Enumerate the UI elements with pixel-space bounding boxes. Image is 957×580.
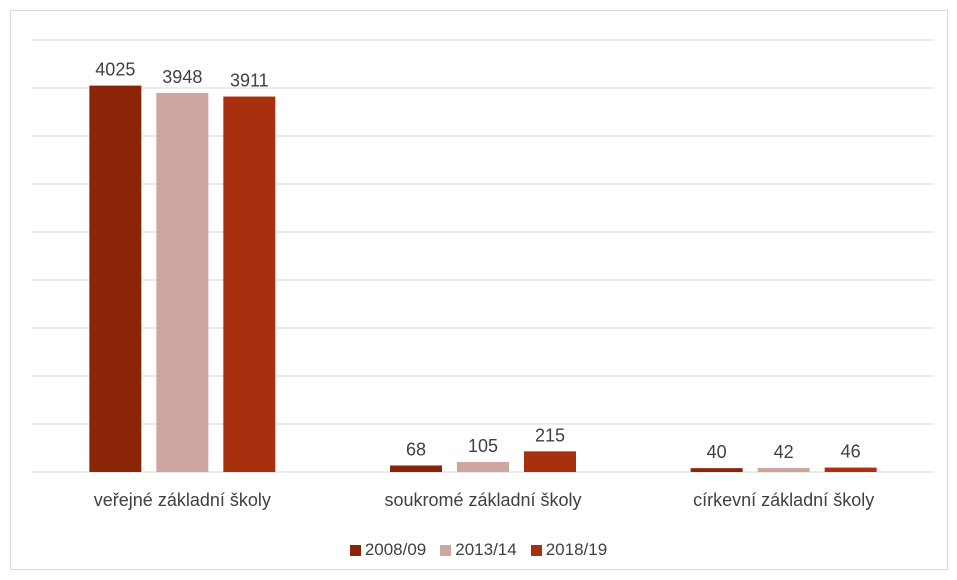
category-label: soukromé základní školy [384, 490, 581, 510]
bar [524, 451, 576, 472]
data-label: 4025 [95, 60, 135, 80]
legend-item-2008-09: 2008/09 [349, 540, 427, 560]
legend-label-2008-09: 2008/09 [364, 540, 427, 559]
data-label: 46 [841, 442, 861, 462]
data-label: 68 [406, 439, 426, 459]
bar [223, 96, 276, 472]
bar [89, 85, 142, 472]
data-label: 40 [707, 442, 727, 462]
bar [757, 467, 810, 472]
data-label: 215 [535, 425, 565, 445]
legend-swatch-2013-14 [440, 544, 452, 556]
legend-item-2018-19: 2018/19 [530, 540, 608, 560]
legend-item-2013-14: 2013/14 [440, 540, 517, 560]
legend-label-2018-19: 2018/19 [545, 540, 608, 559]
category-label: církevní základní školy [693, 490, 874, 510]
bar [390, 465, 442, 472]
data-label: 3948 [162, 67, 202, 87]
legend-swatch-2008-09 [349, 544, 361, 556]
data-label: 42 [774, 442, 794, 462]
legend-swatch-2018-19 [530, 544, 542, 556]
bar [156, 92, 209, 472]
bar [824, 467, 877, 472]
legend-label-2013-14: 2013/14 [455, 540, 517, 559]
category-label: veřejné základní školy [94, 490, 271, 510]
legend: 2008/09 2013/14 2018/19 [0, 540, 957, 560]
bar [457, 461, 509, 472]
bar [690, 468, 743, 472]
data-label: 105 [468, 436, 498, 456]
data-label: 3911 [230, 71, 269, 91]
